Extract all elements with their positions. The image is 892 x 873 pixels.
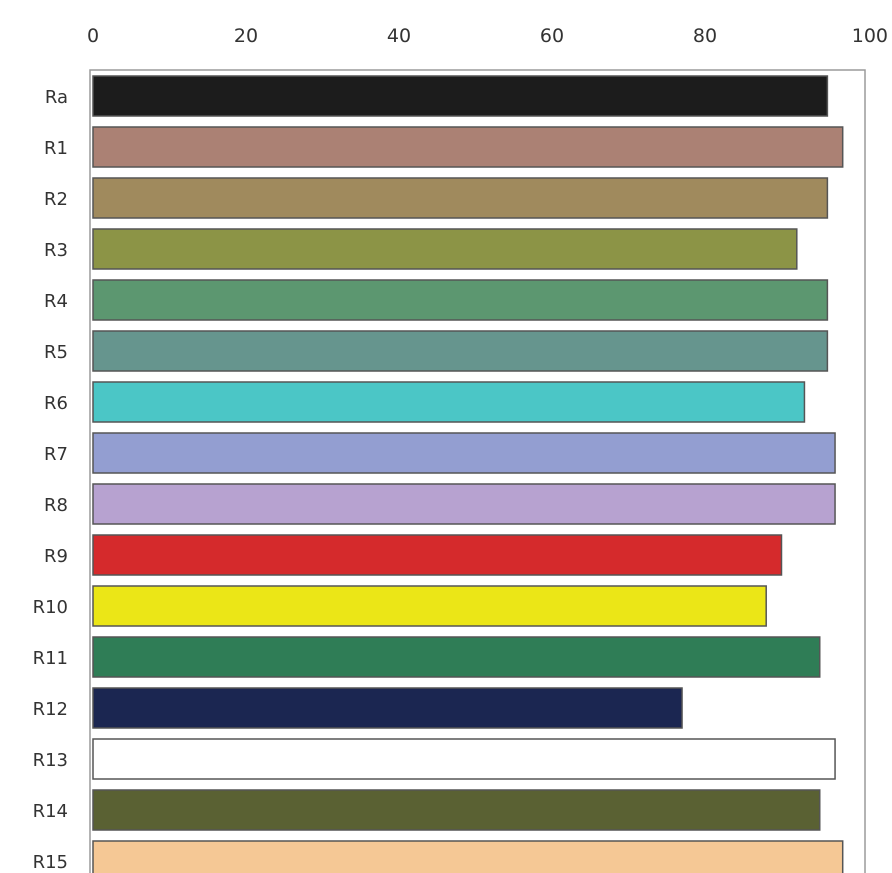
x-tick-label-60: 60: [540, 25, 564, 47]
category-label-r9: R9: [44, 546, 68, 567]
category-label-r1: R1: [44, 138, 68, 159]
bar-r11: [92, 636, 821, 678]
x-tick-label-20: 20: [234, 25, 258, 47]
bar-r12: [92, 687, 683, 729]
category-label-r10: R10: [33, 597, 68, 618]
bar-r1: [92, 126, 844, 168]
bar-ra: [92, 75, 829, 117]
bar-r2: [92, 177, 829, 219]
bar-r3: [92, 228, 798, 270]
category-label-r2: R2: [44, 189, 68, 210]
category-label-r15: R15: [33, 852, 68, 873]
x-tick-label-0: 0: [87, 25, 99, 47]
bar-r7: [92, 432, 836, 474]
category-label-r6: R6: [44, 393, 68, 414]
bar-r8: [92, 483, 836, 525]
bar-r10: [92, 585, 767, 627]
x-tick-labels: 0 20 40 60 80 100: [87, 25, 888, 47]
bars-group: [92, 75, 844, 873]
bar-r13: [92, 738, 836, 780]
category-label-r8: R8: [44, 495, 68, 516]
bar-r5: [92, 330, 829, 372]
x-tick-label-80: 80: [693, 25, 717, 47]
bar-r9: [92, 534, 783, 576]
category-label-r5: R5: [44, 342, 68, 363]
category-label-r11: R11: [33, 648, 68, 669]
category-label-r3: R3: [44, 240, 68, 261]
category-label-r13: R13: [33, 750, 68, 771]
x-tick-label-100: 100: [852, 25, 888, 47]
category-label-r4: R4: [44, 291, 68, 312]
category-label-r14: R14: [33, 801, 68, 822]
bar-r15: [92, 840, 844, 873]
bar-r4: [92, 279, 829, 321]
category-label-r12: R12: [33, 699, 68, 720]
category-label-ra: Ra: [45, 87, 68, 108]
bar-r6: [92, 381, 806, 423]
x-tick-label-40: 40: [387, 25, 411, 47]
bar-r14: [92, 789, 821, 831]
category-labels: Ra R1 R2 R3 R4 R5 R6 R7 R8 R9 R10 R11 R12 R13 R14 R15: [33, 87, 68, 873]
category-label-r7: R7: [44, 444, 68, 465]
